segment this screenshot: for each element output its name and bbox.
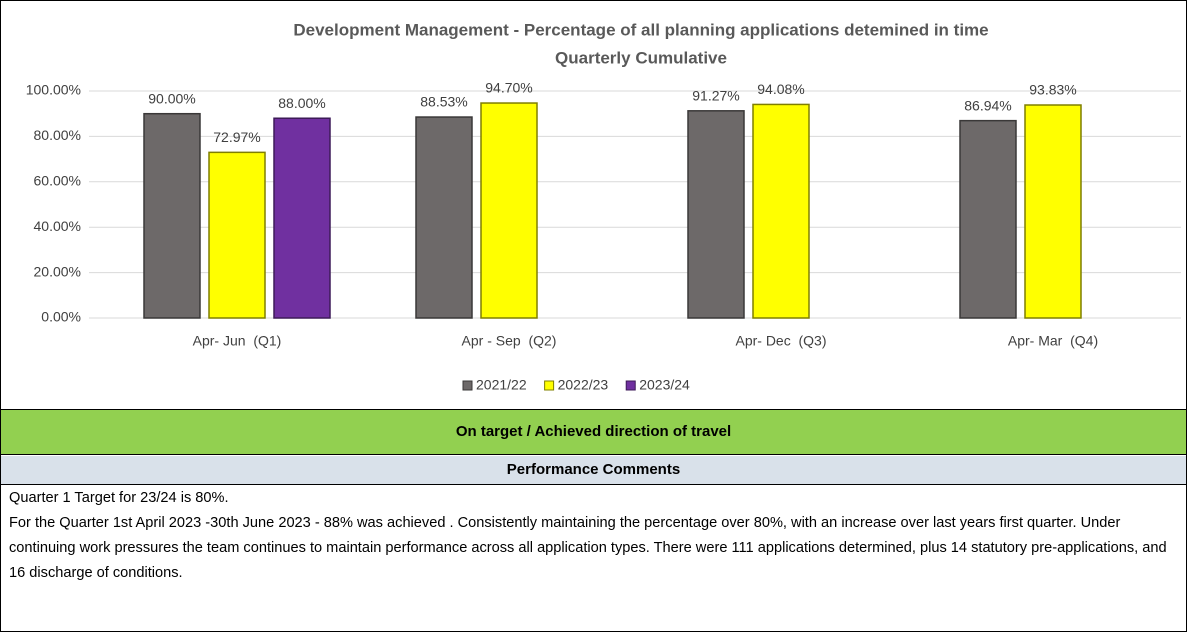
- data-label: 93.83%: [1029, 82, 1076, 98]
- x-tick-label: Apr - Sep (Q2): [462, 333, 557, 349]
- bar: [143, 112, 201, 319]
- data-label: 91.27%: [692, 88, 739, 104]
- bar: [687, 110, 745, 319]
- comment-paragraph: For the Quarter 1st April 2023 -30th Jun…: [9, 515, 1167, 581]
- x-tick-label: Apr- Dec (Q3): [735, 333, 826, 349]
- bar: [208, 151, 266, 319]
- y-tick-label: 20.00%: [34, 263, 81, 279]
- comment-paragraph: Quarter 1 Target for 23/24 is 80%.: [9, 490, 229, 506]
- bar: [273, 117, 331, 319]
- x-tick-label: Apr- Jun (Q1): [193, 333, 282, 349]
- bar: [480, 102, 538, 319]
- data-label: 88.53%: [420, 94, 467, 110]
- comments-body: Quarter 1 Target for 23/24 is 80%. For th…: [9, 486, 1181, 586]
- chart-subtitle: Quarterly Cumulative: [555, 48, 727, 67]
- y-tick-label: 40.00%: [34, 218, 81, 234]
- legend-label: 2023/24: [639, 377, 690, 393]
- y-tick-label: 100.00%: [26, 82, 81, 98]
- legend-label: 2021/22: [476, 377, 527, 393]
- bar: [1024, 104, 1082, 319]
- legend-swatch: [544, 380, 555, 391]
- data-label: 94.08%: [757, 81, 804, 97]
- y-tick-label: 60.00%: [34, 173, 81, 189]
- data-label: 88.00%: [278, 95, 325, 111]
- y-tick-label: 0.00%: [41, 309, 81, 325]
- bar: [415, 116, 473, 319]
- bar: [959, 119, 1017, 319]
- legend-swatch: [462, 380, 473, 391]
- data-label: 86.94%: [964, 97, 1011, 113]
- status-banner: On target / Achieved direction of travel: [1, 409, 1186, 455]
- comments-heading: Performance Comments: [1, 456, 1186, 485]
- chart-title: Development Management - Percentage of a…: [293, 20, 988, 39]
- chart: Development Management - Percentage of a…: [26, 20, 1181, 393]
- y-tick-label: 80.00%: [34, 127, 81, 143]
- x-tick-label: Apr- Mar (Q4): [1008, 333, 1098, 349]
- data-label: 90.00%: [148, 90, 195, 106]
- legend-swatch: [625, 380, 636, 391]
- data-label: 94.70%: [485, 80, 532, 96]
- legend-label: 2022/23: [558, 377, 609, 393]
- data-label: 72.97%: [213, 129, 260, 145]
- bar: [752, 103, 810, 319]
